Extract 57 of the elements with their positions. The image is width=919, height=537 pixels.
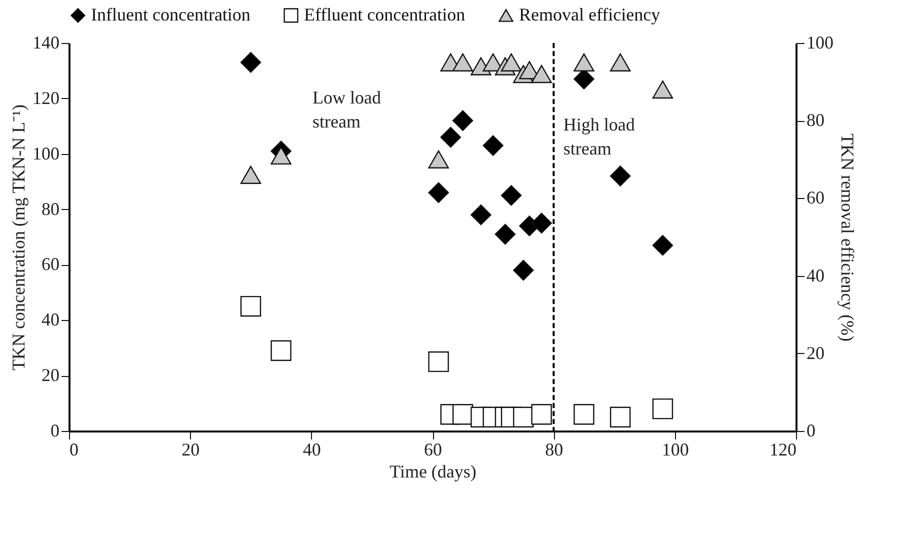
point [494,224,516,245]
annotation: High load stream [563,114,635,159]
x-tick-label: 80 [545,440,564,460]
point [482,135,504,156]
x-tick-label: 40 [302,440,321,460]
point [428,150,449,168]
point [652,80,674,99]
point [440,126,462,148]
legend-label: Effluent concentration [304,4,466,24]
x-axis-title: Time (days) [390,462,476,482]
y2-tick-label: 80 [806,110,824,130]
legend-label: Influent concentration [91,4,250,24]
x-tick-label: 100 [662,440,689,460]
point [452,53,474,72]
y2-tick-label: 100 [806,32,834,52]
point [428,182,449,204]
y2-tick-label: 20 [806,342,824,363]
point [428,351,449,372]
annotation: Low load stream [312,88,382,132]
point [513,260,534,281]
y2-tick-label: 40 [806,265,824,286]
point [500,53,522,72]
x-tick-label: 20 [182,440,200,460]
y-tick-label: 40 [42,310,60,330]
point [531,404,552,425]
point [610,53,631,72]
y2-tick-label: 0 [806,420,816,440]
point [610,406,631,428]
point [610,166,631,186]
x-tick-label: 120 [770,440,796,460]
point [500,185,522,206]
point [652,398,674,420]
point [470,204,492,226]
y-tick-label: 140 [32,32,60,52]
point [574,404,594,425]
point [531,212,552,234]
y-tick-label: 80 [42,198,60,219]
point [652,234,674,256]
point [240,52,262,73]
y-tick-label: 0 [50,420,60,440]
y2-axis-title: TKN removal efficiency (%) [838,133,858,342]
point [270,146,292,165]
point [270,340,292,361]
x-tick-label: 60 [424,440,442,460]
y-tick-label: 20 [42,365,60,386]
point [452,110,474,131]
point [574,53,594,72]
legend-label: Removal efficiency [519,4,660,24]
y-tick-label: 100 [32,143,60,164]
point [240,296,262,317]
y-tick-label: 120 [32,88,60,108]
y2-tick-label: 60 [806,188,824,208]
y-axis-title: TKN concentration (mg TKN-N L⁻¹) [8,104,28,370]
point [240,166,262,184]
y-tick-label: 60 [42,254,60,274]
point [531,65,552,84]
x-tick-label: 0 [70,440,78,460]
